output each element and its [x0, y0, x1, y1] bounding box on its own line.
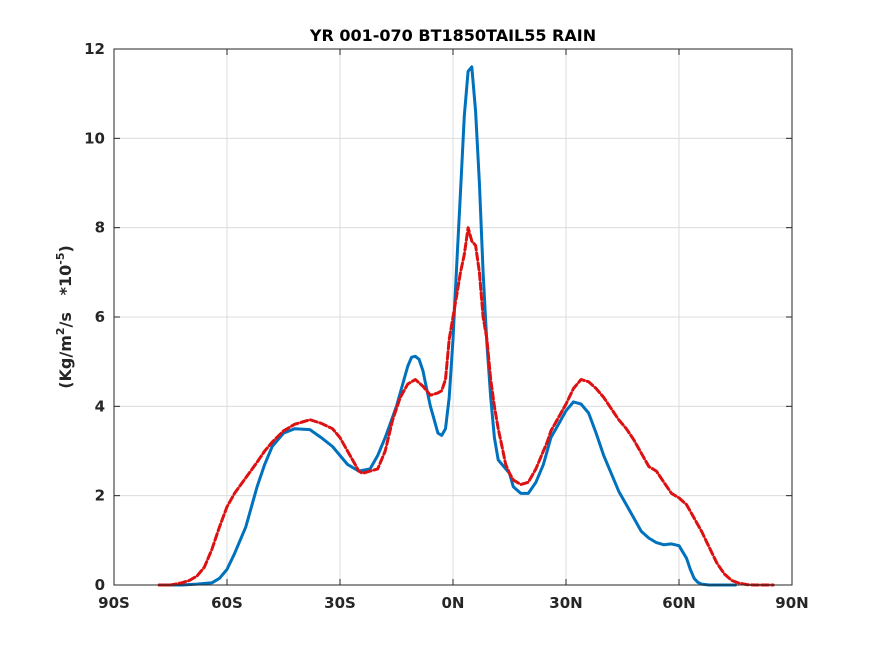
y-axis-label: (Kg/m2/s *10-5) [54, 245, 75, 389]
ylabel-sup: -5 [54, 253, 67, 265]
series-line-2 [157, 226, 775, 587]
y-tick-label: 0 [95, 576, 105, 594]
ylabel-end: ) [56, 245, 75, 252]
y-tick-label: 4 [95, 397, 105, 415]
x-tick-label: 60N [662, 594, 695, 612]
x-tick-label: 90N [775, 594, 808, 612]
y-tick-label: 2 [95, 487, 105, 505]
y-tick-label: 8 [95, 219, 105, 237]
x-tick-label: 60S [211, 594, 243, 612]
x-tick-label: 0N [442, 594, 465, 612]
y-tick-label: 12 [84, 40, 105, 58]
y-tick-label: 10 [84, 129, 105, 147]
x-tick-label: 30N [549, 594, 582, 612]
ylabel-base: (Kg/m [56, 335, 75, 389]
chart-title: YR 001-070 BT1850TAIL55 RAIN [309, 26, 596, 45]
y-tick-label: 6 [95, 308, 105, 326]
ylabel-sup: 2 [54, 327, 67, 335]
series-line-1 [157, 65, 737, 587]
x-tick-label: 30S [324, 594, 356, 612]
x-tick-label: 90S [98, 594, 130, 612]
ylabel-mid: /s *10 [56, 265, 75, 328]
